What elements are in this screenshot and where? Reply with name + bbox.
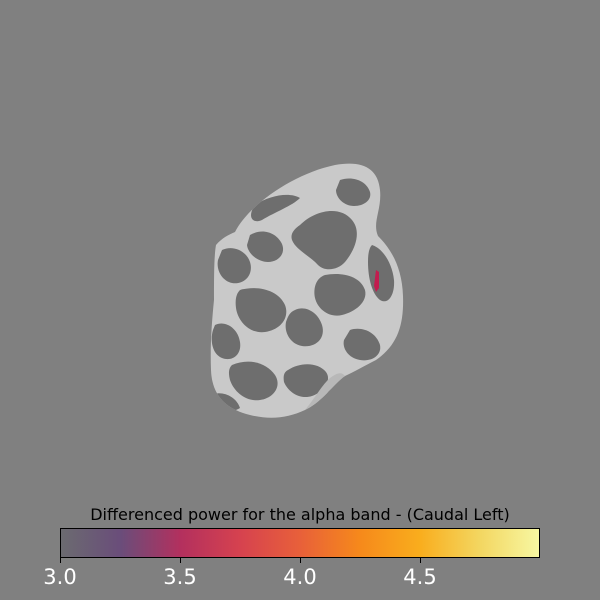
tick-label-3-5: 3.5 <box>163 565 197 589</box>
colorbar-title: Differenced power for the alpha band - (… <box>90 505 510 524</box>
activation-spot <box>374 270 379 292</box>
colorbar <box>60 528 540 558</box>
tick-mark-3-5 <box>179 558 181 563</box>
tick-label-4-0: 4.0 <box>283 565 317 589</box>
tick-label-4-5: 4.5 <box>403 565 437 589</box>
tick-mark-4-5 <box>419 558 421 563</box>
tick-label-3-0: 3.0 <box>43 565 77 589</box>
tick-mark-3-0 <box>59 558 61 563</box>
colorbar-tick-axis: 3.0 3.5 4.0 4.5 <box>0 558 600 598</box>
tick-mark-4-0 <box>299 558 301 563</box>
